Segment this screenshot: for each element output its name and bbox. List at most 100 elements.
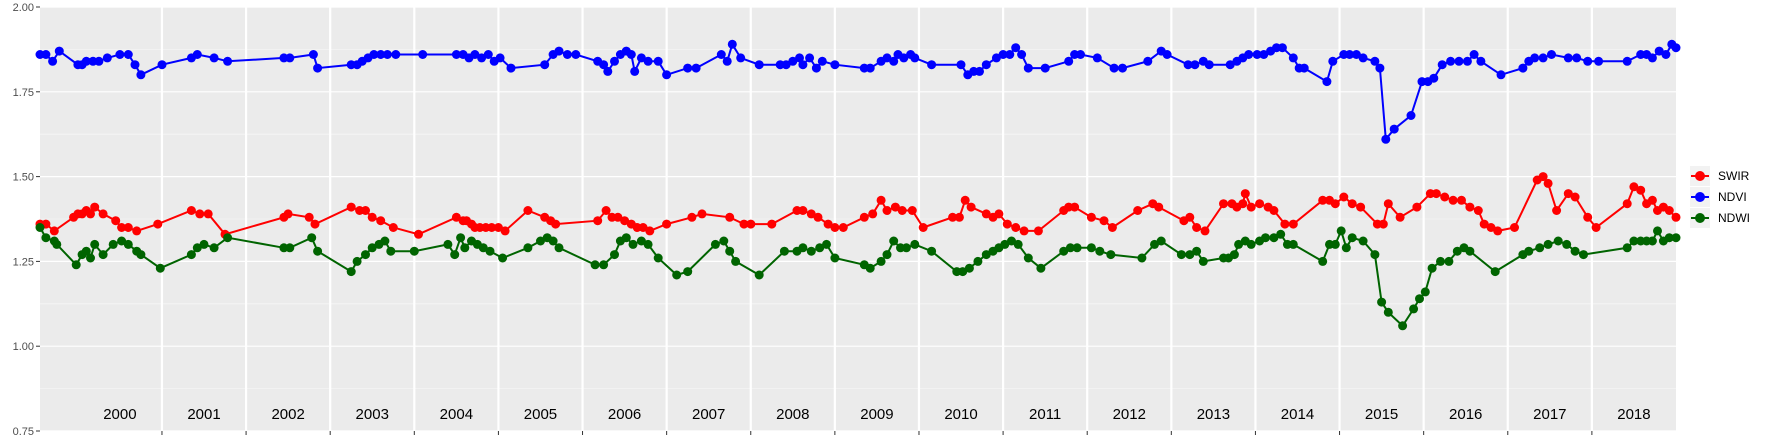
data-point [81, 246, 91, 256]
data-point [1594, 56, 1604, 66]
data-point [1072, 243, 1082, 253]
data-point [822, 239, 831, 249]
grid-major [40, 6, 1676, 432]
data-point [136, 250, 146, 260]
data-point [767, 219, 777, 229]
data-point [601, 206, 611, 215]
data-point [1204, 60, 1214, 70]
data-point [1444, 256, 1454, 266]
data-point [960, 195, 970, 205]
data-point [1629, 236, 1639, 246]
data-point [382, 50, 392, 59]
data-point [889, 56, 899, 66]
data-point [456, 233, 466, 243]
data-point [1023, 63, 1033, 73]
data-point [868, 209, 878, 219]
series-layer [35, 39, 1681, 331]
data-point [536, 236, 545, 246]
data-point [308, 50, 318, 59]
year-label: 2006 [608, 406, 641, 423]
data-point [90, 202, 100, 212]
data-point [367, 212, 377, 222]
data-point [897, 206, 907, 215]
data-point [117, 223, 127, 232]
data-point [1358, 53, 1368, 63]
data-point [645, 226, 655, 236]
year-label: 2002 [271, 406, 304, 423]
year-label: 2017 [1533, 406, 1566, 423]
data-point [1185, 212, 1195, 222]
year-label: 2009 [860, 406, 893, 423]
data-point [90, 239, 100, 249]
data-point [991, 53, 1001, 63]
data-point [376, 216, 386, 226]
data-point [731, 256, 741, 266]
data-point [554, 46, 564, 56]
data-point [132, 226, 142, 236]
legend-key-point [1695, 192, 1705, 202]
data-point [1288, 239, 1298, 249]
data-point [1446, 56, 1456, 66]
data-point [485, 246, 495, 256]
data-point [1246, 239, 1256, 249]
data-point [1664, 206, 1674, 215]
data-point [907, 206, 917, 215]
data-point [1440, 192, 1450, 202]
data-point [1647, 236, 1657, 246]
data-point [739, 219, 749, 229]
legend-item-ndvi: NDVI [1690, 187, 1747, 207]
data-point [1269, 233, 1279, 243]
data-point [1543, 239, 1553, 249]
data-point [1377, 297, 1387, 307]
data-point [643, 239, 653, 249]
data-point [798, 60, 808, 70]
y-tick-label: 2.00 [13, 2, 34, 14]
data-point [1347, 233, 1357, 243]
year-label: 2013 [1197, 406, 1230, 423]
data-point [1288, 219, 1298, 229]
data-point [346, 202, 356, 212]
data-point [1351, 50, 1361, 59]
data-point [1013, 239, 1023, 249]
data-point [876, 256, 886, 266]
year-label: 2016 [1449, 406, 1482, 423]
data-point [779, 246, 789, 256]
data-point [1437, 60, 1447, 70]
data-point [1398, 321, 1408, 331]
data-point [1269, 206, 1279, 215]
data-point [1583, 56, 1593, 66]
data-point [117, 236, 127, 246]
data-point [1156, 236, 1166, 246]
data-point [1636, 185, 1646, 195]
y-axis: 0.75 1.00 1.25 1.50 1.75 2.00 [13, 2, 1593, 438]
data-point [71, 260, 81, 270]
data-point [710, 239, 720, 249]
year-label: 2003 [356, 406, 389, 423]
data-point [1255, 199, 1265, 209]
data-point [1469, 50, 1479, 59]
data-point [1462, 56, 1472, 66]
data-point [1629, 182, 1639, 192]
data-point [1246, 202, 1256, 212]
data-point [1427, 263, 1437, 273]
data-point [1671, 43, 1681, 53]
data-point [805, 53, 815, 63]
data-point [388, 223, 398, 232]
data-point [130, 60, 140, 70]
data-point [500, 226, 510, 236]
data-point [593, 216, 603, 226]
data-point [975, 66, 984, 76]
data-point [562, 50, 572, 59]
data-point [1538, 172, 1548, 182]
data-point [901, 243, 911, 253]
data-point [1234, 239, 1244, 249]
data-point [54, 46, 64, 56]
data-point [1409, 304, 1419, 314]
data-point [98, 250, 108, 260]
data-point [1375, 63, 1385, 73]
data-point [1395, 212, 1405, 222]
data-point [910, 53, 920, 63]
data-point [1107, 223, 1117, 232]
y-tick-label: 1.25 [13, 256, 34, 268]
data-point [94, 56, 104, 66]
